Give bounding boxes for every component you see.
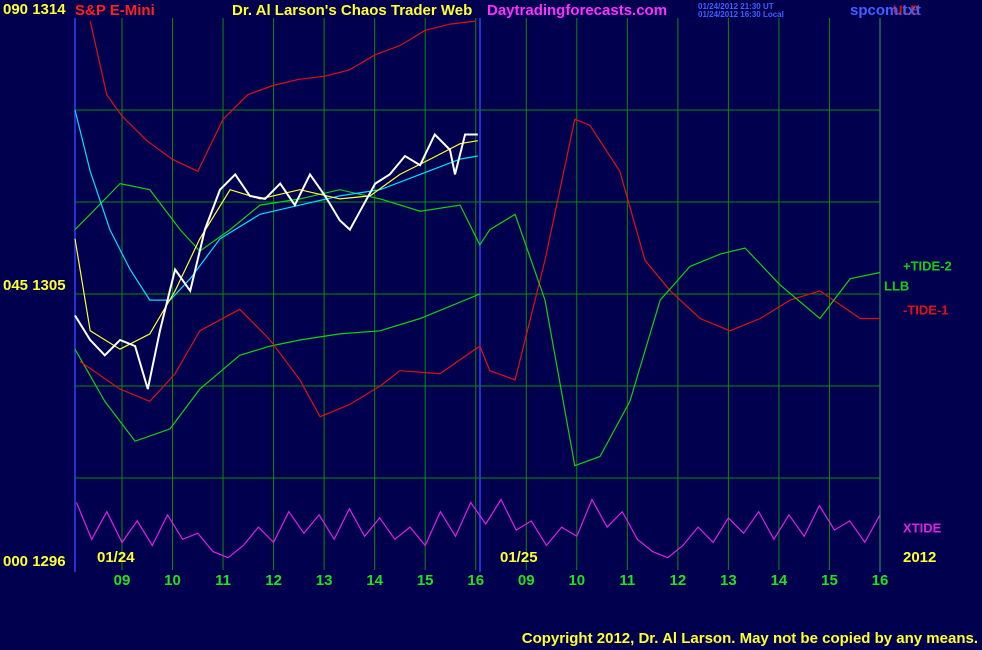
series-line <box>74 293 481 442</box>
x-tick-label: 12 <box>265 572 282 589</box>
y-tick-label: 000 1296 <box>3 553 66 570</box>
x-tick-label: 10 <box>568 572 585 589</box>
file-name: spcom.txt <box>850 2 921 19</box>
date-label: 2012 <box>903 549 936 566</box>
x-tick-label: 14 <box>366 572 383 589</box>
x-tick-label: 13 <box>316 572 333 589</box>
series-line <box>74 182 881 467</box>
series-label: -TIDE-1 <box>903 302 949 317</box>
x-tick-label: 10 <box>164 572 181 589</box>
series-line <box>74 132 478 390</box>
series-line <box>74 109 478 301</box>
x-tick-label: 12 <box>670 572 687 589</box>
x-tick-label: 16 <box>467 572 484 589</box>
series-label: +TIDE-2 <box>903 258 952 273</box>
y-tick-label: 045 1305 <box>3 277 66 294</box>
x-tick-label: 13 <box>720 572 737 589</box>
series-label: XTIDE <box>903 520 942 535</box>
series-line <box>89 20 476 173</box>
copyright: Copyright 2012, Dr. Al Larson. May not b… <box>522 630 978 647</box>
x-tick-label: 11 <box>619 572 635 589</box>
symbol: S&P E-Mini <box>75 2 155 19</box>
x-tick-label: 15 <box>417 572 434 589</box>
timestamp: 01/24/2012 21:30 UT <box>698 2 774 11</box>
series-line <box>75 498 881 559</box>
series-label: LLB <box>884 278 909 293</box>
series-label: ULB <box>893 2 920 17</box>
x-tick-label: 14 <box>771 572 788 589</box>
chart-title: Dr. Al Larson's Chaos Trader Web <box>232 2 472 19</box>
x-tick-label: 09 <box>114 572 131 589</box>
x-tick-label: 09 <box>518 572 535 589</box>
plot-layer: 09 10 11 12 13 14 15 16 09 10 11 12 13 14 15 16 000 1296… <box>3 1 952 589</box>
timestamp: 01/24/2012 16:30 Local <box>698 10 784 19</box>
series-line <box>79 118 880 418</box>
x-tick-label: 11 <box>215 572 231 589</box>
x-tick-label: 15 <box>821 572 838 589</box>
y-tick-label: 090 1314 <box>3 1 66 18</box>
date-label: 01/25 <box>500 549 538 566</box>
date-label: 01/24 <box>97 549 135 566</box>
site: Daytradingforecasts.com <box>487 2 667 19</box>
x-tick-label: 16 <box>872 572 889 589</box>
